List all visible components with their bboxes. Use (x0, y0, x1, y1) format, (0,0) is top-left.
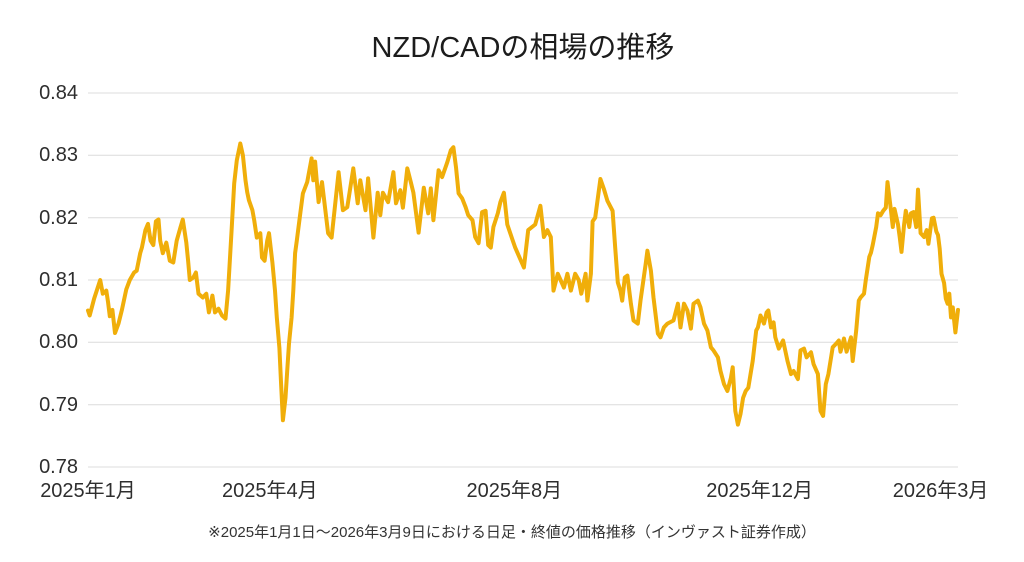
x-tick-label: 2025年1月 (40, 480, 136, 502)
x-tick-label: 2026年3月 (892, 480, 989, 502)
y-tick-label: 0.79 (39, 393, 78, 416)
y-tick-label: 0.83 (39, 144, 78, 167)
x-tick-label: 2025年8月 (466, 480, 563, 502)
line-chart-plot (86, 92, 960, 468)
y-tick-label: 0.78 (39, 456, 78, 478)
y-tick-label: 0.81 (39, 269, 78, 291)
y-tick-label: 0.80 (39, 331, 78, 354)
y-tick-label: 0.84 (39, 82, 78, 104)
chart-caption: ※2025年1月1日〜2026年3月9日における日足・終値の価格推移（インヴァス… (208, 524, 816, 541)
chart-title: NZD/CADの相場の推移 (371, 32, 675, 64)
price-line-series (86, 141, 960, 427)
y-tick-label: 0.82 (39, 206, 78, 229)
x-tick-label: 2025年12月 (706, 480, 813, 502)
x-tick-label: 2025年4月 (222, 480, 318, 502)
